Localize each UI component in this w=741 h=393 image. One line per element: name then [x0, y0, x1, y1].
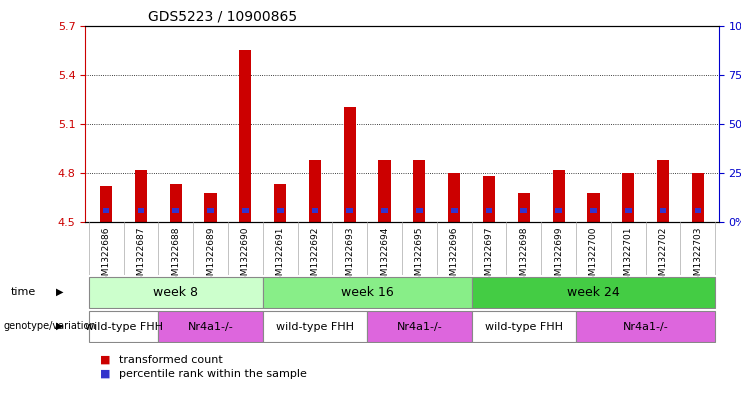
Bar	[657, 160, 669, 222]
Bar	[485, 208, 492, 213]
Bar	[416, 208, 423, 213]
Bar	[100, 186, 112, 222]
Bar	[413, 160, 425, 222]
Bar	[277, 208, 284, 213]
Text: Nr4a1-/-: Nr4a1-/-	[396, 321, 442, 332]
Bar	[590, 208, 597, 213]
Bar	[553, 170, 565, 222]
Bar	[173, 208, 179, 213]
Text: GSM1322693: GSM1322693	[345, 226, 354, 287]
Bar	[555, 208, 562, 213]
Bar	[138, 208, 144, 213]
Text: GSM1322691: GSM1322691	[276, 226, 285, 287]
Text: GDS5223 / 10900865: GDS5223 / 10900865	[148, 10, 297, 24]
Text: ▶: ▶	[56, 287, 63, 297]
Bar	[242, 208, 249, 213]
Bar	[135, 170, 147, 222]
Text: GSM1322694: GSM1322694	[380, 226, 389, 286]
Text: week 16: week 16	[341, 286, 393, 299]
Bar	[309, 160, 321, 222]
Text: Nr4a1-/-: Nr4a1-/-	[622, 321, 668, 332]
Text: Nr4a1-/-: Nr4a1-/-	[187, 321, 233, 332]
Bar	[347, 208, 353, 213]
Text: GSM1322701: GSM1322701	[624, 226, 633, 287]
Text: ■: ■	[100, 354, 110, 365]
Bar	[692, 173, 704, 222]
Text: ■: ■	[100, 369, 110, 379]
Bar	[368, 311, 471, 342]
Text: percentile rank within the sample: percentile rank within the sample	[119, 369, 307, 379]
Text: GSM1322692: GSM1322692	[310, 226, 319, 286]
Bar	[520, 208, 527, 213]
Text: genotype/variation: genotype/variation	[4, 321, 96, 331]
Text: ▶: ▶	[56, 321, 63, 331]
Bar	[518, 193, 530, 222]
Bar	[659, 208, 666, 213]
Text: GSM1322687: GSM1322687	[136, 226, 145, 287]
Bar	[471, 311, 576, 342]
Bar	[625, 208, 631, 213]
Bar	[205, 193, 216, 222]
Bar	[694, 208, 701, 213]
Bar	[274, 184, 286, 222]
Text: wild-type FHH: wild-type FHH	[485, 321, 563, 332]
Text: GSM1322697: GSM1322697	[485, 226, 494, 287]
Text: week 24: week 24	[567, 286, 619, 299]
Bar	[379, 160, 391, 222]
Bar	[471, 277, 715, 308]
Bar	[483, 176, 495, 222]
Bar	[263, 277, 471, 308]
Text: GSM1322688: GSM1322688	[171, 226, 180, 287]
Text: GSM1322689: GSM1322689	[206, 226, 215, 287]
Text: GSM1322703: GSM1322703	[694, 226, 702, 287]
Text: GSM1322690: GSM1322690	[241, 226, 250, 287]
Bar	[207, 208, 214, 213]
Bar	[622, 173, 634, 222]
Text: wild-type FHH: wild-type FHH	[276, 321, 354, 332]
Bar	[103, 208, 110, 213]
Bar	[344, 107, 356, 222]
Text: transformed count: transformed count	[119, 354, 222, 365]
Bar	[239, 50, 251, 222]
Text: week 8: week 8	[153, 286, 199, 299]
Bar	[159, 311, 263, 342]
Bar	[451, 208, 457, 213]
Bar	[263, 311, 368, 342]
Bar	[89, 311, 159, 342]
Text: GSM1322698: GSM1322698	[519, 226, 528, 287]
Bar	[448, 173, 460, 222]
Bar	[381, 208, 388, 213]
Bar	[89, 277, 263, 308]
Text: GSM1322696: GSM1322696	[450, 226, 459, 287]
Text: GSM1322699: GSM1322699	[554, 226, 563, 287]
Text: wild-type FHH: wild-type FHH	[84, 321, 162, 332]
Bar	[170, 184, 182, 222]
Bar	[312, 208, 319, 213]
Bar	[588, 193, 599, 222]
Text: GSM1322700: GSM1322700	[589, 226, 598, 287]
Text: GSM1322695: GSM1322695	[415, 226, 424, 287]
Text: time: time	[11, 287, 36, 297]
Text: GSM1322702: GSM1322702	[659, 226, 668, 286]
Bar	[576, 311, 715, 342]
Text: GSM1322686: GSM1322686	[102, 226, 110, 287]
